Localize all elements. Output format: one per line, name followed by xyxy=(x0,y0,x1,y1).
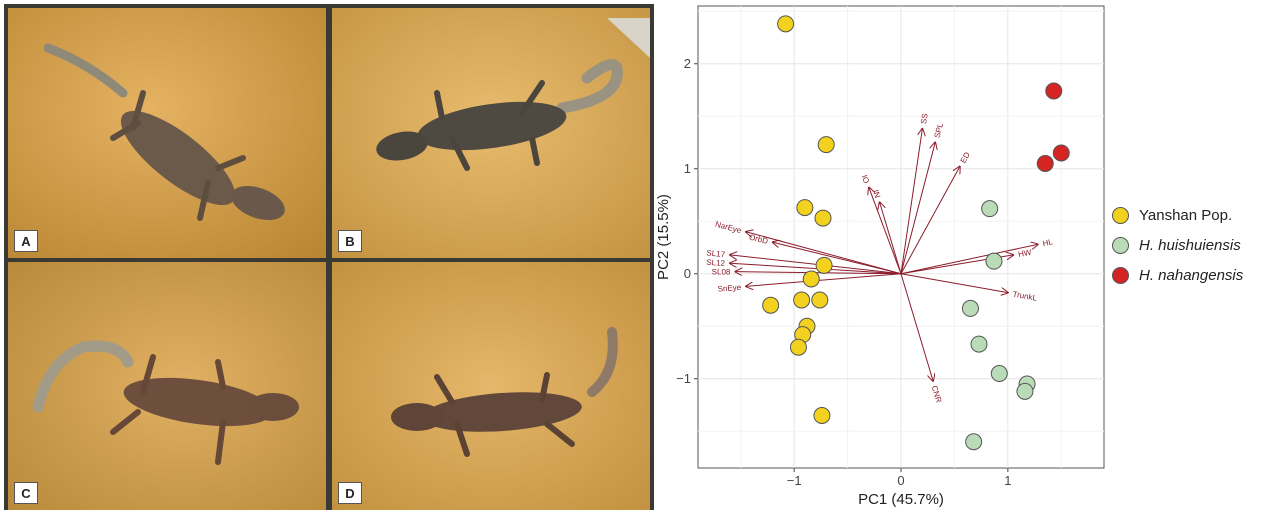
legend: Yanshan Pop. H. huishuiensis H. nahangen… xyxy=(1112,200,1243,290)
gecko-photo-a xyxy=(8,8,326,258)
legend-swatch-yanshan xyxy=(1112,206,1129,224)
point-series-0 xyxy=(793,291,811,309)
point-series-1 xyxy=(970,335,988,353)
y-axis-label: PC2 (15.5%) xyxy=(655,194,672,280)
loading-arrow-ss xyxy=(900,129,922,274)
gecko-photo-b xyxy=(332,8,650,258)
photo-grid: A B xyxy=(4,4,654,510)
panel-label-a: A xyxy=(14,230,38,252)
loading-label-trunkl: TrunkL xyxy=(1012,290,1038,303)
loading-label-in: IN xyxy=(871,189,882,199)
loading-label-io: IO xyxy=(860,174,871,185)
loading-arrow-sl08 xyxy=(735,272,902,274)
point-series-2 xyxy=(1045,82,1063,100)
loading-arrow-sl17 xyxy=(730,255,902,275)
point-series-1 xyxy=(1016,382,1034,400)
point-series-0 xyxy=(762,296,780,314)
loading-arrow-spl xyxy=(900,143,935,274)
loading-label-hl: HL xyxy=(1042,237,1054,248)
loading-arrow-cnr xyxy=(900,273,933,381)
point-series-0 xyxy=(802,270,820,288)
legend-label-nahangensis: H. nahangensis xyxy=(1139,266,1244,284)
x-tick-label: 0 xyxy=(897,473,904,488)
photo-panel-d: D xyxy=(332,262,650,510)
loading-label-orbd: OrbD xyxy=(748,233,769,246)
photo-panel-c: C xyxy=(8,262,326,510)
loading-label-sl08: SL08 xyxy=(712,267,731,276)
loading-label-sneye: SnEye xyxy=(717,283,742,294)
point-series-0 xyxy=(814,209,832,227)
panel-label-d: D xyxy=(338,482,362,504)
loading-arrow-in xyxy=(880,202,902,274)
loading-label-spl: SPL xyxy=(933,121,946,138)
x-axis-label: PC1 (45.7%) xyxy=(858,491,944,508)
point-series-0 xyxy=(777,15,795,33)
legend-label-yanshan: Yanshan Pop. xyxy=(1139,206,1233,224)
legend-item-huishuiensis: H. huishuiensis xyxy=(1112,230,1243,260)
point-series-0 xyxy=(789,338,807,356)
point-series-0 xyxy=(796,199,814,217)
loading-arrow-orbd xyxy=(773,242,902,275)
legend-swatch-nahangensis xyxy=(1112,266,1129,284)
legend-item-nahangensis: H. nahangensis xyxy=(1112,260,1243,290)
legend-label-huishuiensis: H. huishuiensis xyxy=(1139,236,1241,254)
gecko-photo-d xyxy=(332,262,650,510)
point-series-1 xyxy=(990,365,1008,382)
x-tick-label: −1 xyxy=(787,473,802,488)
y-tick-label: −1 xyxy=(676,371,691,386)
gecko-photo-c xyxy=(8,262,326,510)
y-tick-label: 1 xyxy=(684,161,691,176)
loading-arrow-sl12 xyxy=(730,263,902,275)
point-series-1 xyxy=(965,433,983,451)
point-series-2 xyxy=(1036,155,1054,172)
panel-label-c: C xyxy=(14,482,38,504)
legend-item-yanshan: Yanshan Pop. xyxy=(1112,200,1243,230)
axis-ticks: −1 0 1 −1 0 1 2 xyxy=(676,56,1011,488)
loading-arrow-ed xyxy=(900,167,960,274)
photo-panel-a: A xyxy=(8,8,326,258)
point-series-0 xyxy=(811,291,829,309)
loading-arrow-nareye xyxy=(746,232,902,275)
y-tick-label: 0 xyxy=(684,266,691,281)
point-series-0 xyxy=(815,256,833,274)
loading-label-sl17: SL17 xyxy=(706,248,726,259)
loading-label-sl12: SL12 xyxy=(706,258,726,268)
point-series-0 xyxy=(813,407,831,424)
loading-arrow-trunkl xyxy=(900,273,1008,293)
loading-label-hw: HW xyxy=(1017,248,1032,259)
photo-panel-b: B xyxy=(332,8,650,258)
point-series-1 xyxy=(981,200,999,218)
point-series-2 xyxy=(1052,144,1070,162)
point-series-1 xyxy=(985,252,1003,270)
loading-arrow-hl xyxy=(900,244,1038,275)
y-tick-label: 2 xyxy=(684,56,691,71)
legend-swatch-huishuiensis xyxy=(1112,236,1129,254)
x-tick-label: 1 xyxy=(1004,473,1011,488)
grid xyxy=(698,6,1104,468)
data-points xyxy=(762,15,1070,451)
loading-label-ss: SS xyxy=(919,113,929,125)
point-series-0 xyxy=(817,136,835,154)
panel-label-b: B xyxy=(338,230,362,252)
point-series-1 xyxy=(961,299,979,317)
loading-arrow-sneye xyxy=(746,273,902,287)
loading-arrow-io xyxy=(869,188,902,274)
